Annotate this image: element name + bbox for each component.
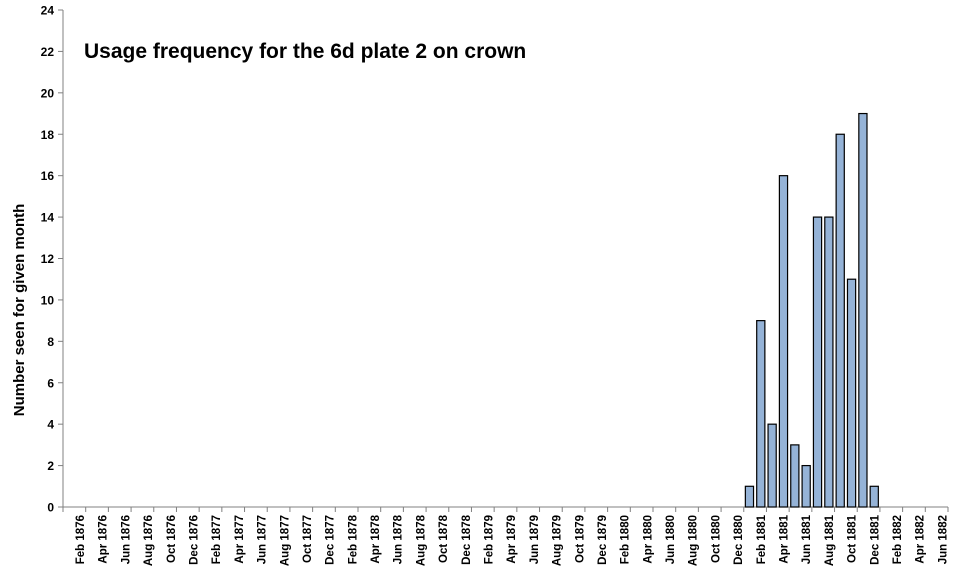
y-tick-label: 14: [41, 211, 55, 225]
x-tick-label: Oct 1880: [710, 515, 722, 563]
y-tick-label: 24: [41, 4, 55, 18]
x-tick-label: Apr 1880: [642, 515, 654, 564]
x-tick-label: Feb 1877: [211, 515, 223, 564]
x-tick-label: Aug 1879: [552, 515, 564, 566]
x-tick-label: Apr 1881: [778, 514, 790, 563]
x-tick-label: Jun 1881: [801, 514, 813, 564]
y-tick-label: 20: [41, 86, 55, 100]
y-tick-label: 4: [47, 418, 54, 432]
x-tick-label: Aug 1876: [143, 515, 155, 566]
x-tick-label: Feb 1881: [756, 514, 768, 564]
y-tick-label: 0: [47, 501, 54, 515]
bar: [756, 320, 766, 508]
bar: [835, 133, 845, 508]
y-tick-label: 10: [41, 293, 55, 307]
x-tick-label: Dec 1881: [869, 514, 881, 564]
chart-title: Usage frequency for the 6d plate 2 on cr…: [84, 40, 527, 63]
bar: [801, 464, 811, 508]
x-tick-label: Dec 1878: [461, 514, 473, 564]
x-tick-label: Aug 1878: [415, 514, 427, 566]
x-tick-label: Oct 1881: [847, 514, 859, 563]
y-tick-label: 2: [47, 459, 54, 473]
x-tick-label: Apr 1876: [98, 515, 110, 564]
x-tick-label: Oct 1876: [166, 515, 178, 563]
x-tick-label: Aug 1880: [688, 515, 700, 566]
x-tick-label: Dec 1877: [325, 515, 337, 565]
y-tick-label: 6: [47, 376, 54, 390]
x-tick-label: Jun 1882: [937, 515, 949, 564]
bar: [790, 444, 800, 508]
bar: [767, 423, 777, 508]
x-tick-label: Apr 1877: [234, 515, 246, 564]
x-tick-label: Feb 1880: [620, 515, 632, 564]
x-tick-label: Apr 1882: [915, 515, 927, 564]
y-axis-label: Number seen for given month: [11, 204, 28, 417]
bar: [858, 112, 868, 508]
y-tick-label: 16: [41, 169, 55, 183]
x-tick-label: Apr 1878: [370, 514, 382, 563]
y-tick-label: 22: [41, 45, 55, 59]
bar: [869, 485, 879, 508]
x-tick-label: Aug 1881: [824, 514, 836, 566]
x-tick-label: Feb 1878: [347, 514, 359, 564]
bars: [744, 112, 879, 508]
x-tick-label: Feb 1882: [892, 515, 904, 564]
x-tick-label: Aug 1877: [279, 515, 291, 566]
y-tick-label: 8: [47, 335, 54, 349]
x-tick-label: Oct 1878: [438, 514, 450, 563]
x-tick-label: Feb 1879: [483, 515, 495, 564]
x-tick-label: Jun 1877: [257, 515, 269, 564]
y-tick-label: 18: [41, 128, 55, 142]
x-tick-label: Dec 1879: [597, 515, 609, 565]
bar: [812, 216, 823, 508]
y-tick-label: 12: [41, 252, 55, 266]
x-tick-label: Oct 1877: [302, 515, 314, 563]
x-tick-label: Dec 1880: [733, 515, 745, 565]
x-tick-label: Dec 1876: [188, 515, 200, 565]
x-tick-label: Feb 1876: [75, 515, 87, 564]
x-tick-label: Jun 1878: [393, 514, 405, 564]
x-tick-label: Apr 1879: [506, 515, 518, 564]
x-axis: Feb 1876 Apr 1876 Jun 1876 Aug 1876 Oct 1876…: [62, 506, 949, 566]
x-tick-label: Jun 1880: [665, 515, 677, 564]
x-tick-label: Oct 1879: [574, 515, 586, 563]
x-tick-label: Jun 1876: [120, 515, 132, 564]
bar: [846, 278, 857, 508]
bar: [824, 216, 834, 508]
bar: [778, 175, 789, 508]
x-tick-label: Jun 1879: [529, 515, 541, 564]
bar: [744, 485, 755, 508]
